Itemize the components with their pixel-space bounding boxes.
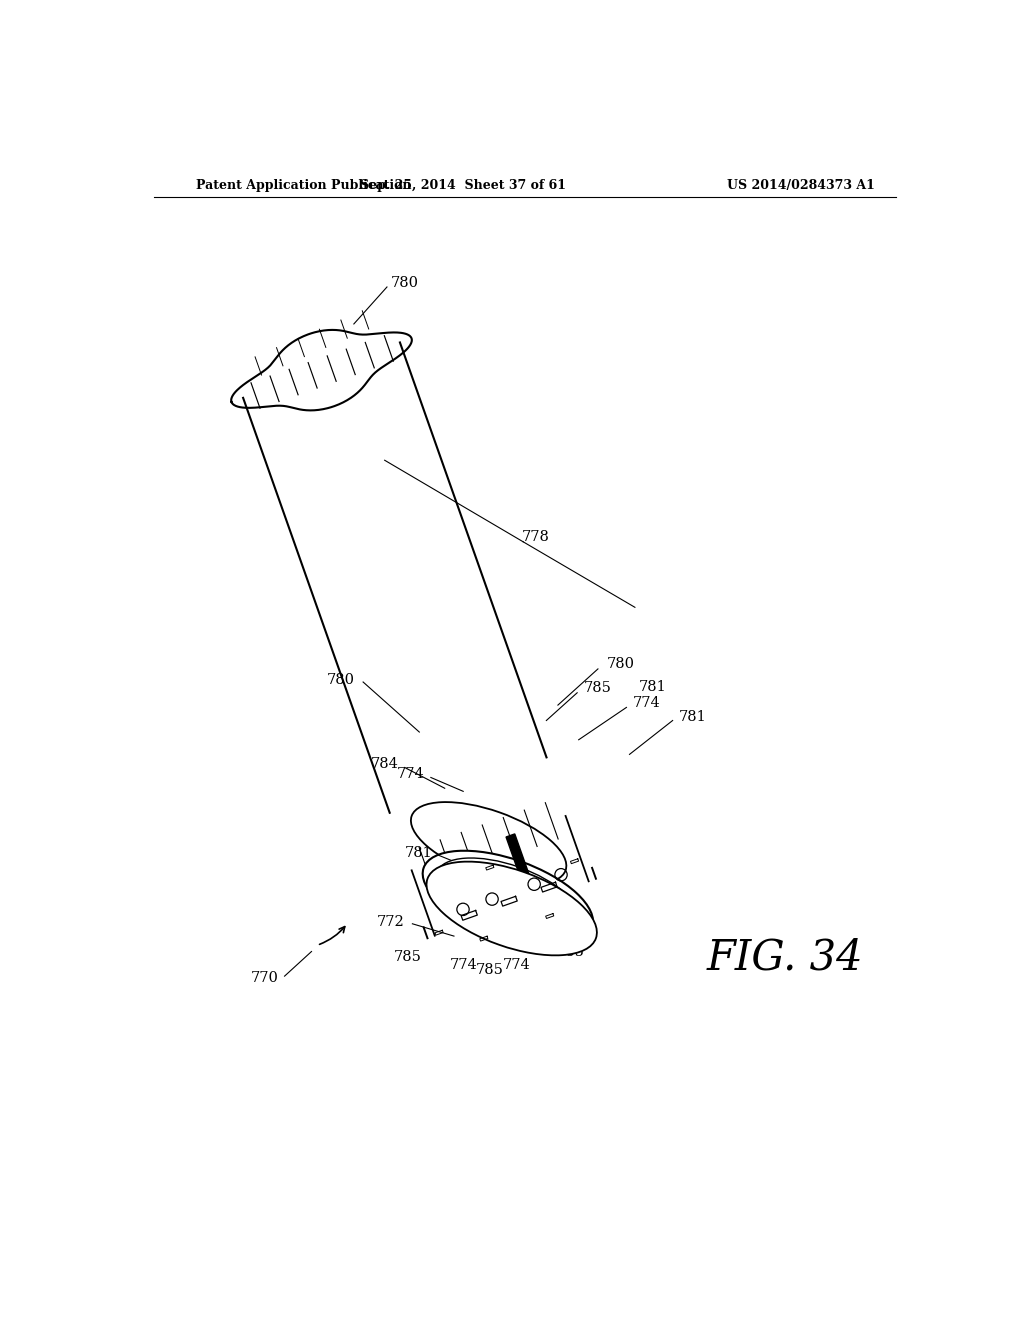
Text: FIG. 34: FIG. 34 — [707, 937, 863, 978]
Text: 778: 778 — [521, 531, 550, 544]
Text: 781: 781 — [639, 680, 667, 693]
Text: Patent Application Publication: Patent Application Publication — [196, 178, 412, 191]
Text: 785: 785 — [476, 964, 504, 977]
Text: 780: 780 — [606, 657, 635, 672]
Text: 781: 781 — [404, 846, 432, 859]
Text: 774: 774 — [397, 767, 425, 781]
Text: US 2014/0284373 A1: US 2014/0284373 A1 — [726, 178, 874, 191]
Text: 785: 785 — [394, 950, 422, 964]
Text: 785: 785 — [557, 945, 585, 960]
Text: 770: 770 — [251, 972, 279, 986]
Text: 774: 774 — [503, 958, 531, 972]
Text: 785: 785 — [584, 681, 611, 696]
Text: 772: 772 — [377, 915, 404, 929]
Ellipse shape — [411, 803, 566, 884]
Text: 774: 774 — [633, 696, 660, 710]
Text: 781: 781 — [679, 710, 707, 725]
Polygon shape — [506, 834, 528, 876]
Text: 784: 784 — [371, 758, 398, 771]
Text: 780: 780 — [391, 276, 419, 290]
Ellipse shape — [427, 862, 597, 956]
Text: 774: 774 — [450, 958, 477, 972]
Ellipse shape — [434, 867, 590, 949]
Text: 780: 780 — [327, 673, 354, 688]
Ellipse shape — [436, 858, 580, 937]
Ellipse shape — [423, 850, 593, 945]
Text: Sep. 25, 2014  Sheet 37 of 61: Sep. 25, 2014 Sheet 37 of 61 — [360, 178, 566, 191]
